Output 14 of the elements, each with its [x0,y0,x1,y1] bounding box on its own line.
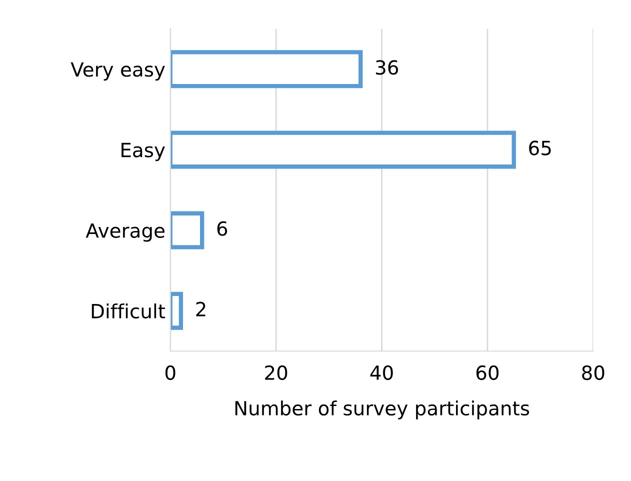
data-label: 6 [217,221,228,236]
x-tick-label: 80 [582,365,604,380]
x-axis-title: Number of survey participants [235,400,530,420]
x-tick-label: 60 [476,365,499,380]
x-tick-label: 20 [265,365,288,380]
y-tick-label: Very easy [70,62,165,81]
data-label: 65 [529,140,551,156]
y-tick-label: Difficult [92,303,166,319]
x-tick-label: 40 [370,365,393,380]
data-label: 36 [376,60,398,75]
data-label: 2 [196,302,206,316]
x-tick-label: 0 [165,365,176,380]
y-tick-label: Average [86,223,164,242]
y-tick-label: Easy [122,142,165,162]
